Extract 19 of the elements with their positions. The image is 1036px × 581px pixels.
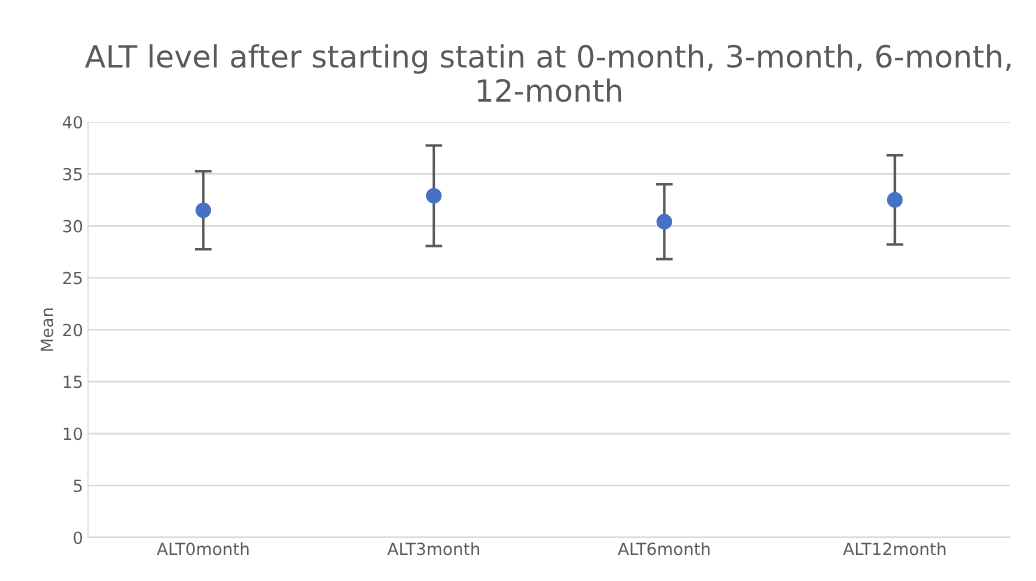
point [886, 192, 903, 208]
y-tick-label: 35 [63, 167, 82, 181]
chart-title: ALT level after starting statin at 0-month, 3-month, 6-month, 12-month [85, 44, 1011, 103]
point [195, 202, 212, 219]
y-tick-label: 20 [63, 323, 83, 337]
x-tick-label: ALT12month [843, 542, 946, 556]
y-tick-label: 10 [63, 427, 83, 441]
y-axis-title: Mean [40, 308, 54, 351]
y-tick-label: 5 [73, 479, 82, 493]
y-tick-label: 40 [62, 115, 83, 129]
x-tick-label: ALT6month [617, 542, 710, 556]
point [425, 187, 442, 204]
y-tick-label: 0 [73, 531, 83, 544]
x-tick-label: ALT0month [156, 542, 249, 556]
x-tick-label: ALT3month [387, 542, 480, 556]
y-tick-label: 30 [63, 219, 83, 233]
y-tick-label: 15 [63, 375, 82, 389]
y-tick-label: 25 [63, 271, 82, 285]
point [656, 213, 673, 230]
